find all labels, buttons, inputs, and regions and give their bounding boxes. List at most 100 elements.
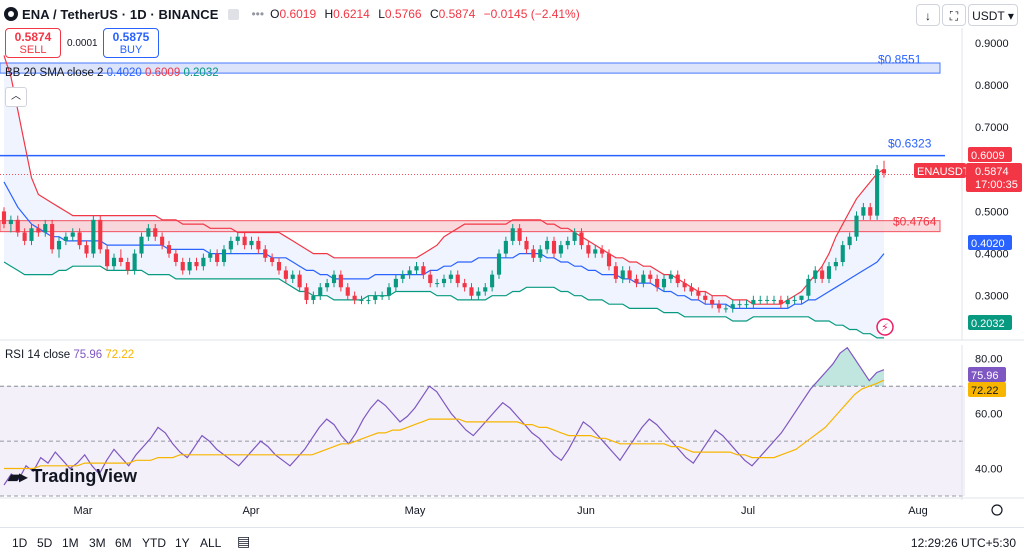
candle-body [593, 249, 598, 254]
rsi-tick-label: 80.00 [975, 354, 1003, 366]
candle-body [283, 270, 288, 279]
symbol-title[interactable]: ENA / TetherUS · 1D · BINANCE [22, 6, 219, 22]
candle-body [105, 249, 110, 267]
candle-body [380, 295, 385, 297]
price-label-upper: 0.6009 [971, 150, 1005, 162]
candle-body [455, 274, 460, 284]
candle-body [648, 274, 653, 279]
candle-body [428, 274, 433, 284]
buy-button[interactable]: 0.5875 BUY [103, 28, 159, 58]
candle-body [606, 253, 612, 267]
annotation-label-2: $0.4764 [893, 214, 937, 228]
candle-body [435, 283, 440, 285]
candle-body [400, 274, 405, 279]
candle-body [524, 240, 529, 250]
rsi-overbought-fill [4, 347, 884, 387]
candle-body [359, 299, 364, 301]
tf-1d[interactable]: 1D [12, 536, 28, 550]
candle-body [538, 249, 543, 258]
candle-body [448, 274, 453, 279]
candle-body [166, 245, 172, 254]
candle-body [737, 304, 742, 306]
price-chart[interactable]: $0.8551 $0.6323 $0.4764 ⚡ 0.9000 0.8000 0.7000… [0, 0, 1024, 527]
candle-body [558, 245, 563, 254]
candle-body [496, 253, 502, 275]
x-tick-label: Apr [242, 505, 259, 517]
candle-body [840, 245, 845, 262]
candle-body [29, 228, 34, 241]
candle-body [462, 283, 467, 288]
candle-body [881, 169, 887, 174]
price-tick-label: 0.4000 [975, 249, 1009, 261]
candle-body [160, 236, 165, 246]
candle-body [221, 249, 227, 262]
rsi-ma-label-bg [968, 382, 1006, 397]
candle-body [249, 240, 254, 246]
rsi-band [0, 386, 965, 496]
candle-body [153, 228, 158, 237]
tf-5d[interactable]: 5D [37, 536, 53, 550]
price-label-symbol-bg [914, 163, 966, 178]
candle-body [833, 262, 838, 267]
candle-body [414, 266, 419, 271]
candle-body [276, 262, 282, 271]
candle-body [868, 207, 873, 216]
x-tick-label: Jul [741, 505, 755, 517]
candle-body [682, 283, 687, 288]
candle-body [386, 287, 392, 296]
candle-body [228, 240, 233, 250]
price-label-basis-bg [968, 235, 1012, 250]
candle-body [345, 287, 350, 296]
candle-body [586, 245, 591, 254]
x-tick-label: May [405, 505, 426, 517]
calendar-range-icon[interactable]: ▤ [237, 533, 251, 549]
candle-body [8, 219, 13, 225]
candle-body [476, 291, 481, 296]
candle-body [627, 270, 632, 279]
candle-body [311, 295, 316, 300]
candle-body [620, 270, 625, 279]
bb-legend[interactable]: BB 20 SMA close 2 0.4020 0.6009 0.2032 [5, 67, 219, 79]
candle-body [111, 257, 117, 267]
tf-ytd[interactable]: YTD [142, 536, 166, 550]
tf-3m[interactable]: 3M [89, 536, 106, 550]
rsi-legend[interactable]: RSI 14 close 75.96 72.22 [5, 349, 135, 361]
candle-body [613, 266, 618, 279]
eye-icon[interactable] [228, 8, 240, 20]
collapse-legend-icon[interactable]: ︿ [5, 87, 27, 107]
candle-body [744, 304, 749, 306]
tf-6m[interactable]: 6M [115, 536, 132, 550]
tf-1y[interactable]: 1Y [175, 536, 190, 550]
tf-1m[interactable]: 1M [62, 536, 79, 550]
candle-body [490, 274, 495, 288]
price-tick-label: 0.7000 [975, 122, 1009, 134]
ohlc-values: O0.6019 H0.6214 L0.5766 C0.5874 −0.0145 … [270, 7, 580, 21]
candle-body [43, 224, 48, 233]
currency-select[interactable]: USDT ▾ [968, 4, 1018, 26]
price-label-symbol: ENAUSDT [917, 166, 970, 178]
candle-body [50, 224, 55, 250]
candle-body [565, 240, 570, 246]
candle-body [70, 232, 75, 237]
symbol-logo-icon [4, 7, 18, 21]
clock[interactable]: 12:29:26 UTC+5:30 [910, 536, 1016, 550]
candle-body [338, 274, 343, 288]
candle-body [861, 207, 866, 216]
annotation-zone-2 [0, 220, 941, 233]
candle-body [270, 257, 275, 262]
candle-body [256, 240, 261, 250]
candle-body [675, 274, 680, 284]
download-icon[interactable]: ↓ [916, 4, 940, 26]
tf-all[interactable]: ALL [200, 536, 222, 550]
candle-body [730, 304, 735, 309]
candle-body [242, 236, 247, 246]
candle-body [875, 169, 880, 216]
x-tick-label: Jun [577, 505, 595, 517]
candle-body [758, 299, 763, 301]
sell-button[interactable]: 0.5874 SELL [5, 28, 61, 58]
candle-body [304, 287, 309, 300]
rsi-tick-label: 60.00 [975, 409, 1003, 421]
fullscreen-icon[interactable]: ⛶ [942, 4, 966, 26]
more-icon[interactable]: ••• [251, 7, 265, 21]
candle-body [36, 228, 41, 233]
